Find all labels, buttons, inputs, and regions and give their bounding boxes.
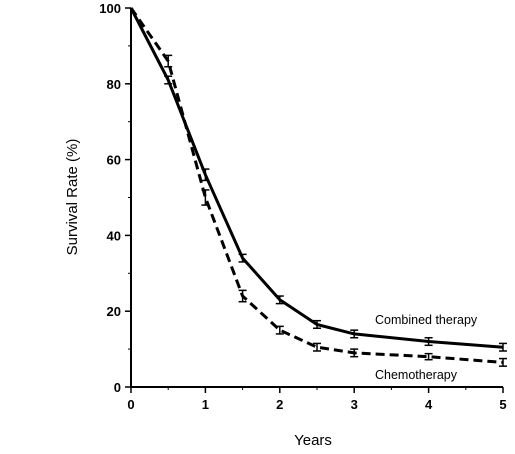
y-tick-label: 80	[107, 77, 121, 92]
x-tick-label: 1	[202, 397, 209, 412]
x-tick-label: 5	[499, 397, 506, 412]
error-bar	[313, 319, 321, 330]
x-tick-label: 0	[127, 397, 134, 412]
series-combined-therapy	[129, 7, 507, 352]
annotation-combined-therapy: Combined therapy	[375, 313, 478, 327]
error-bar	[238, 253, 247, 263]
error-bar	[350, 329, 359, 339]
error-bar	[275, 325, 284, 335]
series-layer	[129, 7, 507, 367]
annotation-chemotherapy: Chemotherapy	[375, 368, 458, 382]
y-axis-title: Survival Rate (%)	[64, 139, 81, 256]
error-bar	[424, 352, 433, 361]
y-tick-label: 60	[107, 153, 121, 168]
axes	[130, 8, 503, 388]
x-axis-title: Years	[294, 432, 332, 449]
error-bar	[313, 342, 321, 352]
y-tick-label: 100	[99, 1, 121, 16]
series-line-chemotherapy	[129, 7, 504, 364]
error-bar	[201, 168, 210, 182]
y-tick-label: 20	[107, 304, 121, 319]
error-bar	[275, 295, 284, 305]
error-bar	[164, 75, 173, 85]
error-bar	[499, 342, 507, 352]
series-chemotherapy	[129, 7, 507, 367]
ticks: 0 1 2 3 4 5 0 20 40 60 80 100	[99, 1, 506, 412]
series-line-combined-therapy	[129, 7, 504, 349]
error-bar	[164, 54, 173, 68]
x-tick-label: 4	[425, 397, 433, 412]
error-bar	[201, 189, 210, 206]
y-tick-label: 40	[107, 228, 121, 243]
y-tick-label: 0	[114, 380, 121, 395]
x-tick-label: 3	[351, 397, 358, 412]
error-bar	[499, 357, 507, 367]
error-bar	[350, 348, 359, 358]
error-bar	[238, 289, 247, 303]
x-tick-label: 2	[276, 397, 283, 412]
error-bar	[424, 336, 433, 347]
